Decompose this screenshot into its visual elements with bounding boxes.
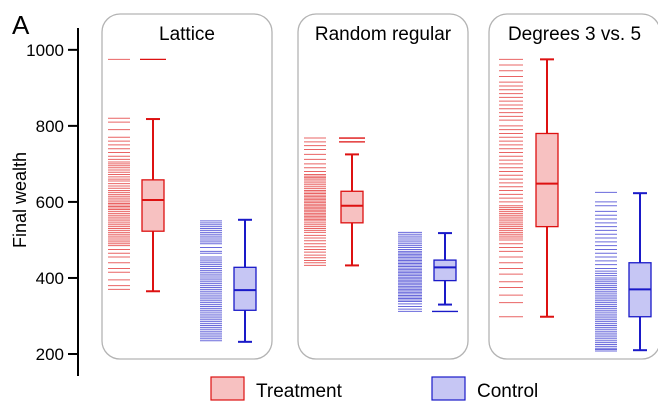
y-tick-label: 1000 [26, 41, 64, 60]
panel-title: Degrees 3 vs. 5 [508, 24, 641, 45]
treatment-box [340, 190, 364, 224]
panel-frame [488, 13, 658, 360]
panel-1: Lattice [101, 13, 273, 360]
legend-treatment-swatch [210, 376, 245, 401]
y-axis-ticks: 200 400 600 800 1000 [26, 41, 78, 364]
panel-title: Lattice [159, 24, 215, 45]
treatment-box [535, 132, 559, 228]
legend: Treatment Control [210, 376, 538, 402]
panel-title: Random regular [315, 24, 452, 45]
panel-2: Random regular [297, 13, 469, 360]
panel-letter: A [12, 10, 30, 40]
y-axis-label: Final wealth [10, 152, 30, 248]
panels: Lattice Random regular Degrees 3 vs. 5 [101, 13, 658, 360]
legend-control-label: Control [477, 381, 538, 402]
y-tick-label: 200 [36, 345, 64, 364]
y-tick-label: 800 [36, 117, 64, 136]
legend-control-swatch [431, 376, 466, 401]
panel-frame [297, 13, 469, 360]
control-box [433, 259, 457, 282]
legend-treatment-label: Treatment [256, 381, 343, 402]
y-tick-label: 400 [36, 269, 64, 288]
treatment-box [141, 179, 165, 232]
control-box [233, 266, 257, 311]
y-tick-label: 600 [36, 193, 64, 212]
panel-frame [101, 13, 273, 360]
panel-3: Degrees 3 vs. 5 [488, 13, 658, 360]
